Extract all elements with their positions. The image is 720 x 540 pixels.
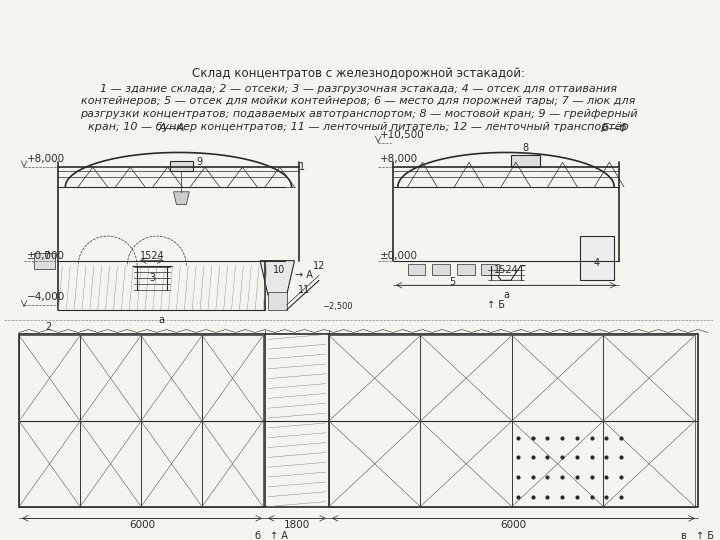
Bar [420,335,512,421]
Text: ↑ Б: ↑ Б [696,531,714,540]
Text: 4: 4 [593,258,600,268]
Text: разгрузки концентратов; подаваемых автотранспортом; 8 — мостовой кран; 9 — грейф: разгрузки концентратов; подаваемых автот… [80,109,637,119]
Text: Б—б: Б—б [601,123,627,133]
Text: а: а [503,290,509,300]
Bar [512,335,603,421]
Text: ±0,000: ±0,000 [27,251,65,261]
Bar [141,421,202,507]
Text: 5: 5 [449,278,455,287]
Bar [202,421,263,507]
Text: 6000: 6000 [129,520,155,530]
Bar [80,421,141,507]
Bar [329,421,420,507]
Bar [603,421,695,507]
Text: 8: 8 [523,143,528,152]
Bar [34,253,55,268]
Bar [482,264,499,275]
Bar [19,421,80,507]
Text: 9: 9 [196,157,202,167]
Polygon shape [174,192,189,205]
Text: А—А: А—А [158,123,185,133]
Text: б: б [254,531,260,540]
Bar [603,335,695,421]
Text: контейнеров; 5 — отсек для мойки контейнеров; 6 — место для порожней тары; 7 — л: контейнеров; 5 — отсек для мойки контейн… [81,96,636,106]
Text: кран; 10 — бункер концентратов; 11 — ленточный питатель; 12 — ленточный транспор: кран; 10 — бункер концентратов; 11 — лен… [88,122,629,132]
Text: 6000: 6000 [500,520,526,530]
Text: 11: 11 [298,285,310,295]
Text: ↑ Б: ↑ Б [487,300,505,310]
Bar [408,264,426,275]
Bar [268,292,287,310]
Text: −2,500: −2,500 [322,302,353,312]
Text: 3: 3 [149,273,155,284]
Text: 1: 1 [300,162,305,172]
Text: Склад концентратов с железнодорожной эстакадой:: Склад концентратов с железнодорожной эст… [192,68,525,80]
Text: 10: 10 [273,266,285,275]
Bar [19,334,698,507]
Text: +8,000: +8,000 [380,154,418,164]
Bar [329,335,420,421]
Bar [432,264,450,275]
Bar [512,421,603,507]
Bar [19,335,80,421]
Bar [456,264,474,275]
Text: 2: 2 [45,321,52,332]
Bar [580,236,614,280]
Bar [80,335,141,421]
Bar [511,156,541,167]
Bar [170,161,193,171]
Text: +10,500: +10,500 [380,130,425,140]
Bar [141,335,202,421]
Text: а: а [158,315,165,325]
Polygon shape [260,261,294,295]
Text: ↑ А: ↑ А [270,531,288,540]
Bar [420,421,512,507]
Text: 12: 12 [313,261,325,271]
Text: 7: 7 [43,251,50,261]
Text: +8,000: +8,000 [27,154,65,164]
Text: 1 — здание склада; 2 — отсеки; 3 — разгрузочная эстакада; 4 — отсек для оттаиван: 1 — здание склада; 2 — отсеки; 3 — разгр… [100,84,617,93]
Bar [202,335,263,421]
Text: ±0,000: ±0,000 [380,251,418,261]
Text: 1524: 1524 [140,251,164,261]
Text: 1524: 1524 [494,266,518,275]
Text: 1800: 1800 [284,520,310,530]
Text: −4,000: −4,000 [27,292,66,302]
Text: в: в [680,531,686,540]
Text: → А: → А [294,271,312,280]
